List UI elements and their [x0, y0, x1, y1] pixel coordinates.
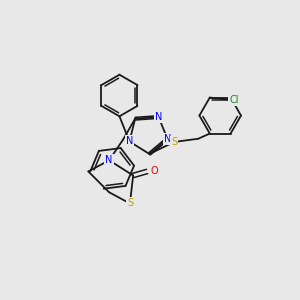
Text: N: N — [106, 155, 113, 165]
Text: N: N — [126, 136, 133, 146]
Text: O: O — [151, 167, 158, 176]
Text: Cl: Cl — [229, 94, 238, 104]
Text: N: N — [155, 112, 162, 122]
Text: S: S — [127, 199, 133, 208]
Text: S: S — [171, 137, 177, 147]
Text: N: N — [164, 134, 171, 144]
